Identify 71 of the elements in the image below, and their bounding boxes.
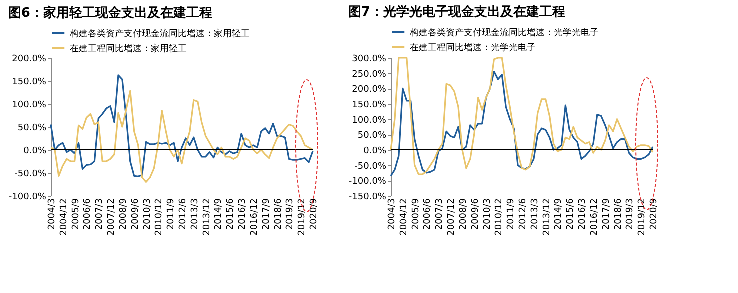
- legend-label: 在建工程同比增速：家用轻工: [70, 44, 187, 54]
- x-tick-label: 2005/9: [71, 198, 82, 230]
- x-tick-label: 2017/9: [262, 198, 272, 230]
- y-tick-label: 100.0%: [352, 116, 387, 126]
- x-tick-label: 2008/9: [458, 198, 469, 230]
- x-tick-label: 2018/6: [274, 198, 284, 230]
- x-tick-label: 2010/12: [494, 198, 505, 236]
- y-tick-label: 0.0%: [364, 146, 387, 156]
- y-tick-label: 50.0%: [358, 131, 387, 142]
- y-tick-label: -50.0%: [14, 170, 47, 180]
- y-tick-label: -50.0%: [354, 162, 387, 172]
- legend-label: 在建工程同比增速：光学光电子: [410, 42, 536, 54]
- y-tick-label: 150.0%: [352, 100, 387, 110]
- x-tick-label: 2007/12: [107, 198, 118, 236]
- x-tick-label: 2005/9: [411, 198, 422, 230]
- legend-label: 构建各类资产支付现金流同比增速：家用轻工: [69, 28, 250, 40]
- x-tick-label: 2015/6: [226, 198, 236, 230]
- x-tick-label: 2014/9: [214, 198, 224, 230]
- x-tick-label: 2009/6: [130, 198, 141, 230]
- x-tick-label: 2019/12: [298, 198, 308, 236]
- x-tick-label: 2019/3: [286, 198, 296, 230]
- x-tick-label: 2016/3: [578, 198, 588, 230]
- x-tick-label: 2004/12: [399, 198, 410, 236]
- x-tick-label: 2008/9: [118, 198, 129, 230]
- x-tick-label: 2018/6: [614, 198, 624, 230]
- line-series: [50, 74, 314, 178]
- x-tick-label: 2013/12: [542, 198, 552, 236]
- legend-label: 构建各类资产支付现金流同比增速：光学光电子: [409, 28, 599, 38]
- x-tick-label: 2011/9: [166, 198, 177, 230]
- x-tick-label: 2010/12: [154, 198, 165, 236]
- y-tick-label: 50.0%: [18, 124, 47, 134]
- y-tick-label: 300.0%: [352, 54, 387, 64]
- x-tick-label: 2012/6: [178, 198, 188, 230]
- x-tick-label: 2020/9: [650, 198, 660, 230]
- x-tick-label: 2011/9: [506, 198, 517, 230]
- y-tick-label: -100.0%: [8, 192, 47, 202]
- x-tick-label: 2012/6: [518, 198, 528, 230]
- y-tick-label: 200.0%: [352, 85, 387, 96]
- x-tick-label: 2013/3: [190, 198, 200, 230]
- x-tick-label: 2013/12: [202, 198, 212, 236]
- x-tick-label: 2019/12: [638, 198, 648, 236]
- x-tick-label: 2006/6: [83, 198, 94, 230]
- y-tick-label: 250.0%: [352, 70, 387, 80]
- x-tick-label: 2009/6: [470, 198, 481, 230]
- x-tick-label: 2015/6: [566, 198, 576, 230]
- chart-title: 图6：家用轻工现金支出及在建工程: [8, 5, 212, 21]
- x-tick-label: 2013/3: [530, 198, 540, 230]
- x-tick-label: 2014/9: [554, 198, 564, 230]
- x-tick-label: 2007/3: [435, 198, 446, 230]
- x-tick-label: 2007/12: [447, 198, 458, 236]
- x-tick-label: 2016/12: [590, 198, 600, 236]
- x-tick-label: 2004/3: [388, 198, 398, 230]
- chart-title: 图7：光学光电子现金支出及在建工程: [348, 5, 566, 20]
- y-tick-label: 0.0%: [24, 146, 47, 156]
- x-tick-label: 2007/3: [95, 198, 106, 230]
- y-tick-label: -100.0%: [348, 177, 387, 188]
- y-tick-label: 100.0%: [12, 100, 47, 110]
- y-tick-label: 150.0%: [12, 78, 47, 88]
- y-tick-label: 200.0%: [12, 54, 47, 64]
- x-tick-label: 2016/12: [250, 198, 260, 236]
- x-tick-label: 2020/9: [310, 198, 320, 230]
- x-tick-label: 2017/9: [602, 198, 612, 230]
- x-tick-label: 2010/3: [482, 198, 493, 230]
- x-tick-label: 2010/3: [142, 198, 153, 230]
- x-tick-label: 2004/12: [59, 198, 70, 236]
- x-tick-label: 2004/3: [48, 198, 58, 230]
- x-tick-label: 2019/3: [626, 198, 636, 230]
- line-series: [50, 90, 314, 183]
- y-tick-label: -150.0%: [348, 192, 387, 202]
- x-tick-label: 2016/3: [238, 198, 248, 230]
- x-tick-label: 2006/6: [423, 198, 434, 230]
